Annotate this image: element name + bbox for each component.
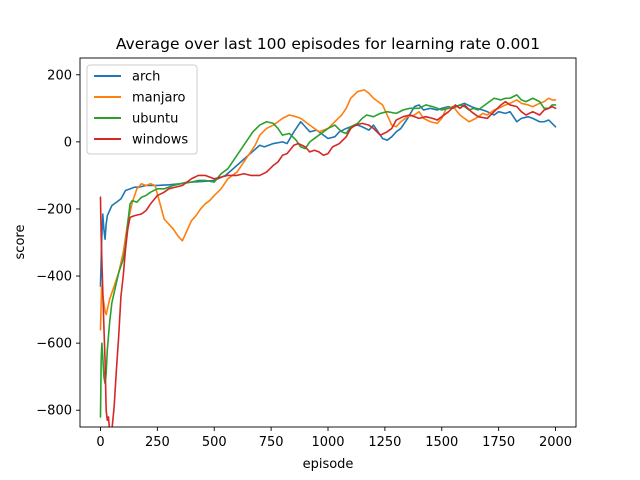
x-axis-label: episode [303,457,354,472]
y-axis: −800 −600 −400 −200 0 200 [36,68,80,419]
series-line-ubuntu [99,94,557,418]
x-tick-label: 750 [259,435,284,450]
legend: arch manjaro ubuntu windows [86,64,198,155]
series-line-arch [99,102,557,287]
y-tick-label: −400 [36,270,72,285]
series-line-windows [99,100,557,427]
x-axis: 0 250 500 750 1000 1250 1500 1750 2000 [96,427,572,450]
legend-label-arch: arch [132,70,160,85]
x-tick-label: 1250 [368,435,401,450]
y-axis-label: score [13,225,28,260]
x-tick-label: 0 [96,435,104,450]
y-tick-label: −200 [36,202,72,217]
series-layer [99,89,557,427]
x-tick-label: 1500 [425,435,458,450]
x-tick-label: 1750 [482,435,515,450]
legend-label-ubuntu: ubuntu [132,112,178,127]
legend-label-manjaro: manjaro [132,91,186,106]
x-tick-label: 250 [145,435,170,450]
y-tick-label: 200 [47,68,72,83]
y-tick-label: −600 [36,337,72,352]
series-line-manjaro [99,89,557,331]
y-tick-label: −800 [36,404,72,419]
y-tick-label: 0 [64,135,72,150]
x-tick-label: 1000 [311,435,344,450]
legend-box [86,64,198,155]
legend-label-windows: windows [132,133,188,148]
x-tick-label: 2000 [539,435,572,450]
x-tick-label: 500 [202,435,227,450]
chart-title: Average over last 100 episodes for learn… [116,35,540,53]
